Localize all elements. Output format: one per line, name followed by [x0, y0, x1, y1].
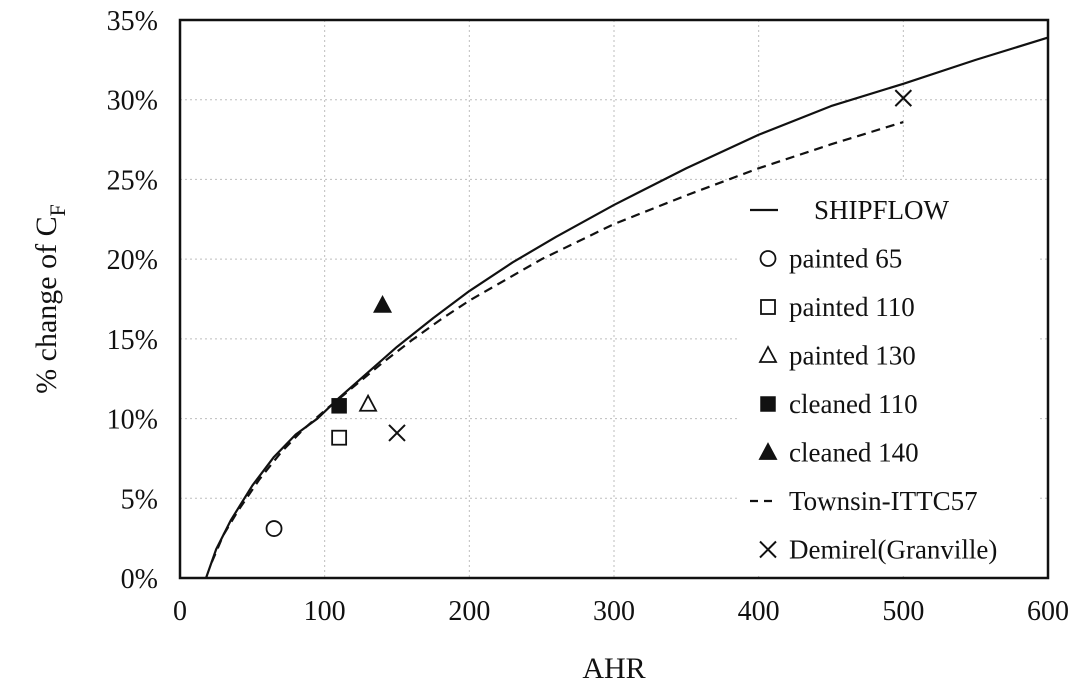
legend-item-demirel-granville: Demirel(Granville) [759, 535, 997, 565]
x-tick-label: 200 [448, 596, 490, 627]
legend-label: Demirel(Granville) [789, 535, 997, 565]
y-tick-label: 35% [107, 6, 158, 37]
plot-frame [178, 18, 1050, 580]
legend-label: painted 130 [789, 341, 916, 371]
y-tick-label: 0% [121, 564, 158, 595]
point-painted-110 [331, 429, 348, 446]
point-painted-130 [358, 393, 378, 412]
legend-swatch [759, 250, 777, 267]
y-tick-label: 5% [121, 484, 158, 515]
x-tick-label: 400 [738, 596, 780, 627]
legend-item-cleaned-110: cleaned 110 [760, 389, 918, 419]
point-demirel-granville [388, 424, 406, 442]
legend-item-cleaned-140: cleaned 140 [758, 438, 919, 468]
y-tick-label: 10% [107, 405, 158, 436]
y-axis-title-subscript: F [45, 204, 70, 216]
legend-item-shipflow: SHIPFLOW [750, 195, 950, 225]
point-demirel-granville [894, 89, 913, 107]
x-tick-labels: 0 100 200 300 400 500 600 [173, 596, 1069, 627]
x-tick-label: 600 [1027, 596, 1069, 627]
legend-item-painted-130: painted 130 [758, 341, 916, 371]
legend-label: SHIPFLOW [814, 195, 950, 225]
legend-swatch [760, 299, 776, 315]
x-axis-title: AHR [582, 652, 645, 685]
legend-swatch [760, 396, 776, 412]
y-axis-title: % change of CF [30, 204, 70, 394]
x-tick-label: 500 [882, 596, 924, 627]
legend-label: painted 110 [789, 292, 915, 322]
legend-label: Townsin-ITTC57 [789, 486, 978, 516]
y-tick-label: 20% [107, 245, 158, 276]
legend-item-painted-110: painted 110 [760, 292, 915, 322]
point-cleaned-140 [373, 294, 393, 313]
legend-label: cleaned 110 [789, 389, 918, 419]
legend-item-painted-65: painted 65 [759, 244, 902, 274]
series-lines [205, 36, 1049, 579]
x-tick-label: 300 [593, 596, 635, 627]
point-painted-65 [265, 520, 283, 537]
legend-swatch [759, 540, 777, 559]
point-cleaned-110 [331, 398, 347, 414]
y-axis-title-main: % change of C [30, 216, 63, 393]
legend-background [740, 180, 1040, 576]
y-tick-label: 25% [107, 165, 158, 196]
y-tick-label: 15% [107, 325, 158, 356]
x-tick-label: 0 [173, 596, 187, 627]
legend-label: painted 65 [789, 244, 902, 274]
legend-swatch [758, 442, 778, 460]
y-tick-labels: 0% 5% 10% 15% 20% 25% 30% 35% [107, 6, 158, 595]
x-tick-label: 100 [304, 596, 346, 627]
y-tick-label: 30% [107, 86, 158, 117]
legend-label: cleaned 140 [789, 438, 919, 468]
line-shipflow [205, 36, 1049, 579]
series-markers [265, 89, 913, 537]
legend-swatch [758, 345, 778, 363]
legend-item-townsin-ittc57: Townsin-ITTC57 [750, 486, 978, 516]
legend: SHIPFLOW painted 65 painted 110 painted 130… [740, 180, 1040, 576]
